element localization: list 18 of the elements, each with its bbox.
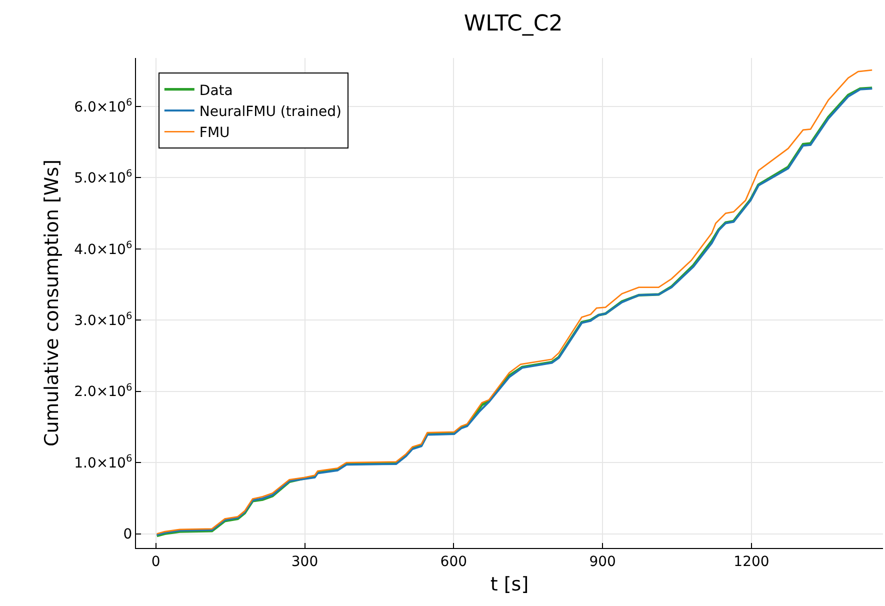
y-tick-label: 3.0×10$^{6}$	[74, 311, 132, 329]
x-tick-label: 1200	[734, 554, 770, 570]
y-tick-label: 4.0×10$^{6}$	[74, 240, 132, 258]
legend-label: Data	[199, 82, 233, 99]
y-tick-label: 5.0×10$^{6}$	[74, 168, 132, 187]
y-tick-label: 1.0×10$^{6}$	[74, 454, 132, 472]
x-tick-label: 300	[291, 554, 318, 570]
x-tick-label: 600	[440, 554, 468, 570]
legend-label: FMU	[199, 125, 230, 142]
x-axis-title: t [s]	[490, 574, 529, 596]
y-axis-title: Cumulative consumption [Ws]	[41, 159, 64, 447]
y-tick-label: 2.0×10$^{6}$	[74, 382, 132, 400]
y-tick-label: 6.0×10$^{6}$	[74, 97, 132, 116]
x-tick-label: 0	[151, 554, 160, 570]
y-tick-label: 0	[123, 526, 132, 543]
chart-title: WLTC_C2	[464, 12, 563, 37]
x-tick-label: 900	[589, 554, 616, 570]
legend-label: NeuralFMU (trained)	[199, 104, 342, 120]
